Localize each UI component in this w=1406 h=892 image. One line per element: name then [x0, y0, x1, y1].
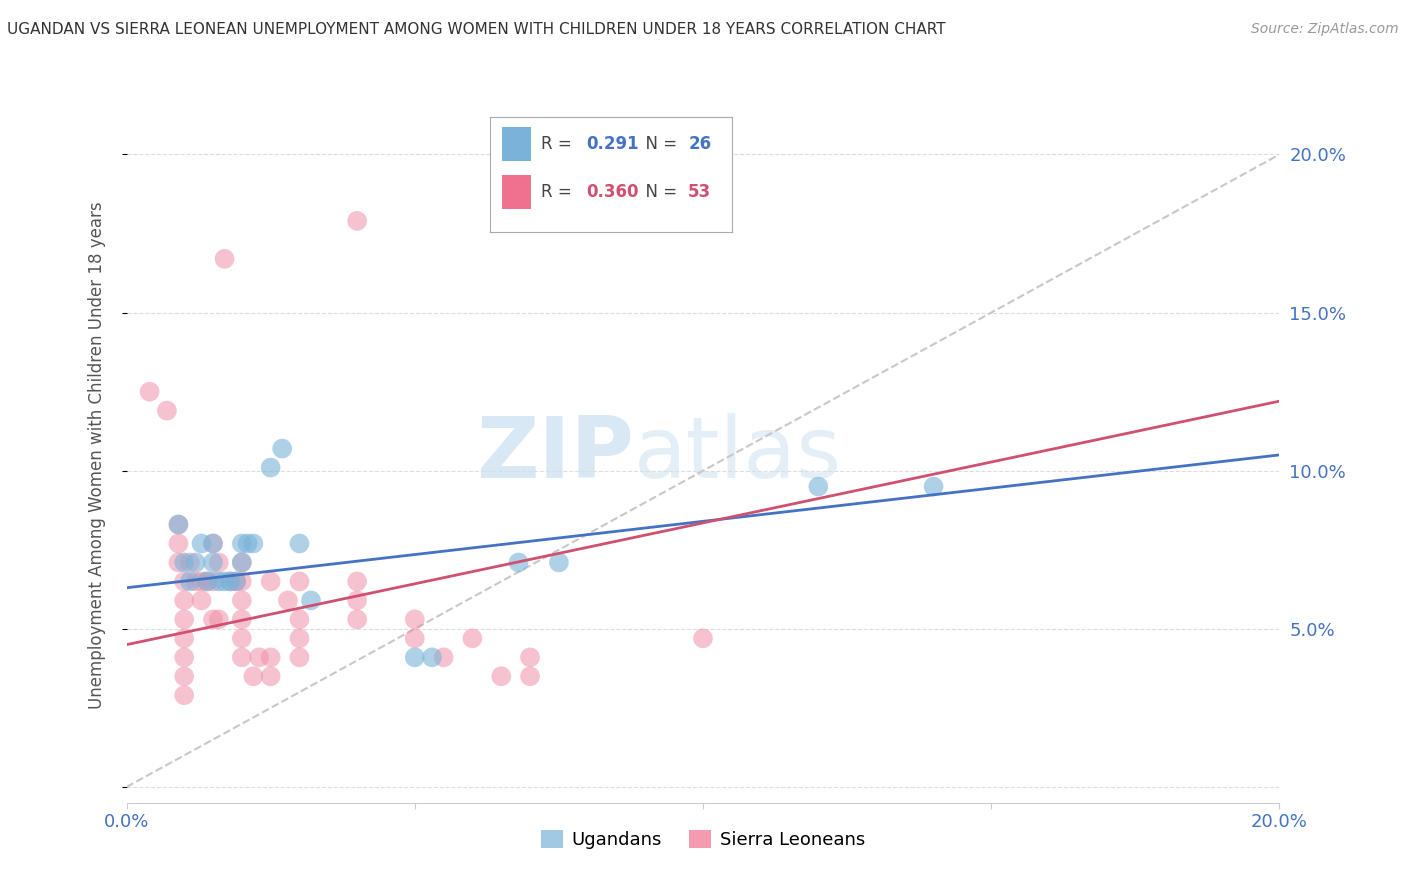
Point	[346, 593, 368, 607]
Point	[190, 536, 212, 550]
Point	[167, 517, 190, 532]
Point	[242, 669, 264, 683]
Point	[208, 574, 231, 589]
Point	[202, 612, 225, 626]
Point	[202, 536, 225, 550]
Point	[195, 574, 218, 589]
Point	[259, 574, 281, 589]
Point	[219, 574, 242, 589]
Point	[242, 536, 264, 550]
Point	[190, 574, 212, 589]
Point	[179, 574, 201, 589]
Point	[184, 574, 207, 589]
Point	[299, 593, 322, 607]
Point	[807, 479, 830, 493]
Point	[231, 556, 253, 570]
Point	[184, 556, 207, 570]
Point	[231, 556, 253, 570]
Point	[173, 688, 195, 702]
Point	[173, 574, 195, 589]
Point	[225, 574, 247, 589]
Point	[288, 574, 311, 589]
Point	[231, 574, 253, 589]
Point	[271, 442, 294, 456]
Point	[346, 214, 368, 228]
Point	[259, 650, 281, 665]
Point	[138, 384, 160, 399]
Point	[173, 593, 195, 607]
Point	[259, 460, 281, 475]
Point	[231, 536, 253, 550]
Point	[173, 669, 195, 683]
Point	[346, 574, 368, 589]
Point	[433, 650, 456, 665]
Point	[548, 556, 571, 570]
Point	[288, 632, 311, 646]
Point	[173, 650, 195, 665]
Point	[173, 612, 195, 626]
Point	[167, 536, 190, 550]
Point	[346, 612, 368, 626]
Point	[202, 536, 225, 550]
Point	[236, 536, 259, 550]
Point	[491, 669, 513, 683]
Legend: Ugandans, Sierra Leoneans: Ugandans, Sierra Leoneans	[534, 822, 872, 856]
Point	[508, 556, 530, 570]
Point	[519, 650, 541, 665]
Point	[167, 556, 190, 570]
Text: Source: ZipAtlas.com: Source: ZipAtlas.com	[1251, 22, 1399, 37]
Point	[214, 252, 236, 266]
Point	[208, 612, 231, 626]
Point	[231, 593, 253, 607]
Point	[167, 517, 190, 532]
Point	[231, 650, 253, 665]
Point	[404, 632, 426, 646]
Point	[420, 650, 443, 665]
Point	[288, 650, 311, 665]
Text: UGANDAN VS SIERRA LEONEAN UNEMPLOYMENT AMONG WOMEN WITH CHILDREN UNDER 18 YEARS : UGANDAN VS SIERRA LEONEAN UNEMPLOYMENT A…	[7, 22, 946, 37]
Text: ZIP: ZIP	[477, 413, 634, 497]
Text: atlas: atlas	[634, 413, 842, 497]
Point	[277, 593, 299, 607]
Point	[190, 593, 212, 607]
Point	[195, 574, 218, 589]
Point	[231, 632, 253, 646]
Point	[219, 574, 242, 589]
Point	[288, 536, 311, 550]
Point	[288, 612, 311, 626]
Point	[404, 612, 426, 626]
Point	[173, 556, 195, 570]
Point	[247, 650, 270, 665]
Point	[173, 632, 195, 646]
Point	[208, 556, 231, 570]
Point	[156, 403, 179, 417]
Point	[225, 574, 247, 589]
Point	[202, 574, 225, 589]
Y-axis label: Unemployment Among Women with Children Under 18 years: Unemployment Among Women with Children U…	[87, 201, 105, 709]
Point	[461, 632, 484, 646]
Point	[214, 574, 236, 589]
Point	[231, 612, 253, 626]
Point	[179, 556, 201, 570]
Point	[404, 650, 426, 665]
Point	[519, 669, 541, 683]
Point	[202, 556, 225, 570]
Point	[692, 632, 714, 646]
Point	[922, 479, 945, 493]
Point	[259, 669, 281, 683]
